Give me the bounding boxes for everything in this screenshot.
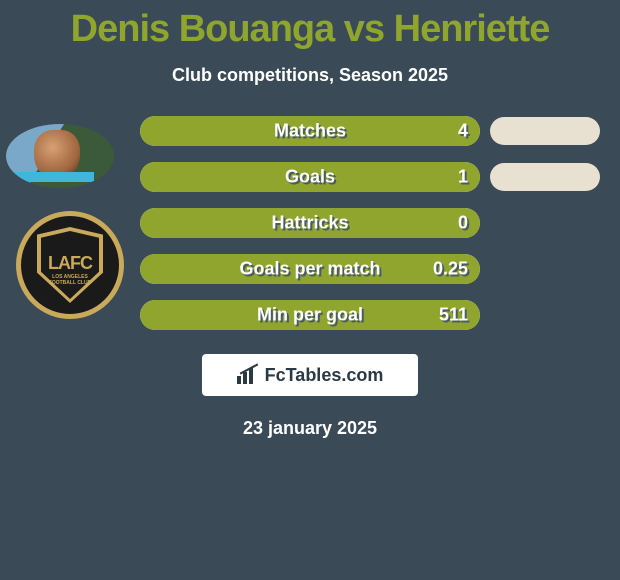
stat-row-matches: Matches 4 bbox=[140, 116, 480, 146]
club-badge-text: LAFC bbox=[48, 253, 92, 274]
stat-row-goals-per-match: Goals per match 0.25 bbox=[140, 254, 480, 284]
player1-avatar bbox=[6, 124, 114, 188]
bar-chart-icon bbox=[237, 366, 259, 384]
content-area: LAFC LOS ANGELESFOOTBALL CLUB Matches 4 … bbox=[0, 116, 620, 439]
stat-value: 511 bbox=[439, 305, 468, 326]
stat-row-min-per-goal: Min per goal 511 bbox=[140, 300, 480, 330]
stat-label: Goals bbox=[285, 167, 335, 188]
player2-pill-goals bbox=[490, 163, 600, 191]
stat-value: 0 bbox=[458, 213, 468, 234]
stat-row-hattricks: Hattricks 0 bbox=[140, 208, 480, 238]
stat-label: Goals per match bbox=[239, 259, 380, 280]
stat-value: 0.25 bbox=[433, 259, 468, 280]
player1-club-badge: LAFC LOS ANGELESFOOTBALL CLUB bbox=[16, 211, 124, 319]
stat-label: Matches bbox=[274, 121, 346, 142]
stat-label: Hattricks bbox=[271, 213, 348, 234]
stats-list: Matches 4 Goals 1 Hattricks 0 Goals per … bbox=[140, 116, 480, 330]
stat-row-goals: Goals 1 bbox=[140, 162, 480, 192]
branding-text: FcTables.com bbox=[265, 365, 384, 386]
stat-value: 1 bbox=[458, 167, 468, 188]
club-badge-subtext: LOS ANGELESFOOTBALL CLUB bbox=[49, 274, 91, 286]
snapshot-date: 23 january 2025 bbox=[0, 418, 620, 439]
stat-label: Min per goal bbox=[257, 305, 363, 326]
stat-value: 4 bbox=[458, 121, 468, 142]
branding-badge: FcTables.com bbox=[202, 354, 418, 396]
page-title: Denis Bouanga vs Henriette bbox=[0, 0, 620, 51]
player2-pill-matches bbox=[490, 117, 600, 145]
page-subtitle: Club competitions, Season 2025 bbox=[0, 65, 620, 86]
